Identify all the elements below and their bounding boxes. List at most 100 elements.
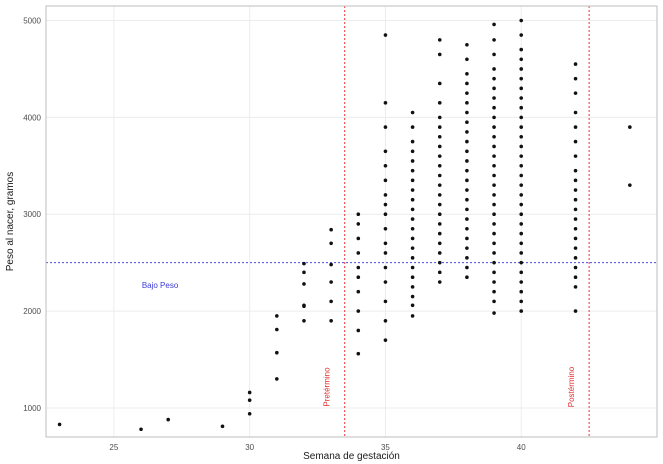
data-point (519, 222, 524, 226)
data-point (519, 125, 524, 129)
data-point (465, 265, 469, 270)
data-point (383, 338, 388, 342)
data-point (356, 265, 361, 270)
data-point (573, 217, 578, 221)
data-point (465, 120, 469, 125)
data-point (383, 101, 388, 105)
data-point (492, 173, 496, 178)
data-point (410, 159, 415, 163)
data-point (410, 149, 415, 154)
data-point (437, 212, 442, 217)
data-point (220, 424, 225, 429)
term-label: Postérmino (567, 366, 576, 407)
data-point (329, 299, 333, 304)
data-point (383, 241, 388, 246)
data-point (519, 144, 524, 149)
data-point (410, 256, 415, 260)
data-point (356, 212, 361, 217)
grid-layer (46, 6, 657, 437)
data-point (465, 236, 469, 241)
data-point (519, 260, 524, 265)
data-point (519, 212, 524, 217)
data-point (628, 183, 632, 187)
data-point (492, 289, 496, 294)
data-point (465, 139, 469, 144)
data-point (410, 236, 415, 241)
data-point (492, 67, 496, 71)
data-point (465, 130, 469, 134)
data-point (437, 134, 442, 139)
data-point (356, 222, 361, 226)
data-point (275, 314, 279, 318)
data-point (410, 265, 415, 270)
data-point (573, 178, 578, 183)
data-point (492, 154, 496, 158)
data-point (383, 299, 388, 304)
x-tick-label: 40 (517, 443, 526, 452)
data-point (519, 86, 524, 91)
data-point (410, 217, 415, 221)
data-point (519, 57, 524, 62)
data-point (247, 411, 252, 416)
data-point (628, 125, 632, 129)
data-point (437, 270, 442, 275)
data-point (437, 193, 442, 197)
data-points (57, 18, 632, 432)
data-point (492, 125, 496, 129)
plot-border (45, 5, 658, 438)
data-point (383, 212, 388, 217)
data-point (410, 139, 415, 144)
data-point (519, 134, 524, 139)
data-point (573, 62, 578, 66)
y-tick-label: 2000 (23, 307, 41, 316)
data-point (383, 265, 388, 270)
data-point (573, 110, 578, 115)
data-point (410, 294, 415, 299)
data-point (383, 164, 388, 168)
data-point (437, 280, 442, 284)
data-point (57, 422, 62, 427)
data-point (383, 280, 388, 284)
data-point (573, 246, 578, 250)
data-point (519, 270, 524, 275)
data-point (573, 188, 578, 192)
data-point (410, 110, 415, 115)
data-point (573, 154, 578, 158)
data-point (437, 260, 442, 265)
data-point (356, 289, 361, 294)
data-point (519, 47, 524, 52)
data-point (465, 168, 469, 173)
data-point (492, 86, 496, 91)
data-point (492, 164, 496, 168)
term-label: Pretérmino (323, 367, 332, 407)
data-point (465, 188, 469, 192)
data-point (356, 236, 361, 241)
data-point (519, 96, 524, 100)
data-point (465, 178, 469, 183)
data-point (139, 427, 143, 432)
data-point (410, 125, 415, 129)
data-point (247, 390, 252, 395)
data-point (519, 241, 524, 246)
data-point (519, 309, 524, 313)
y-tick-label: 5000 (23, 17, 41, 26)
data-point (437, 183, 442, 187)
data-point (492, 115, 496, 120)
data-point (465, 149, 469, 154)
data-point (437, 115, 442, 120)
data-point (356, 351, 361, 356)
data-point (519, 164, 524, 168)
data-point (573, 236, 578, 241)
data-point (410, 226, 415, 231)
data-point (519, 67, 524, 71)
data-point (275, 327, 279, 332)
data-point (465, 226, 469, 231)
data-point (492, 22, 496, 27)
x-tick-label: 30 (245, 443, 254, 452)
data-point (302, 282, 306, 286)
data-point (519, 280, 524, 284)
data-point (465, 91, 469, 95)
data-point (573, 309, 578, 313)
data-point (302, 318, 306, 323)
